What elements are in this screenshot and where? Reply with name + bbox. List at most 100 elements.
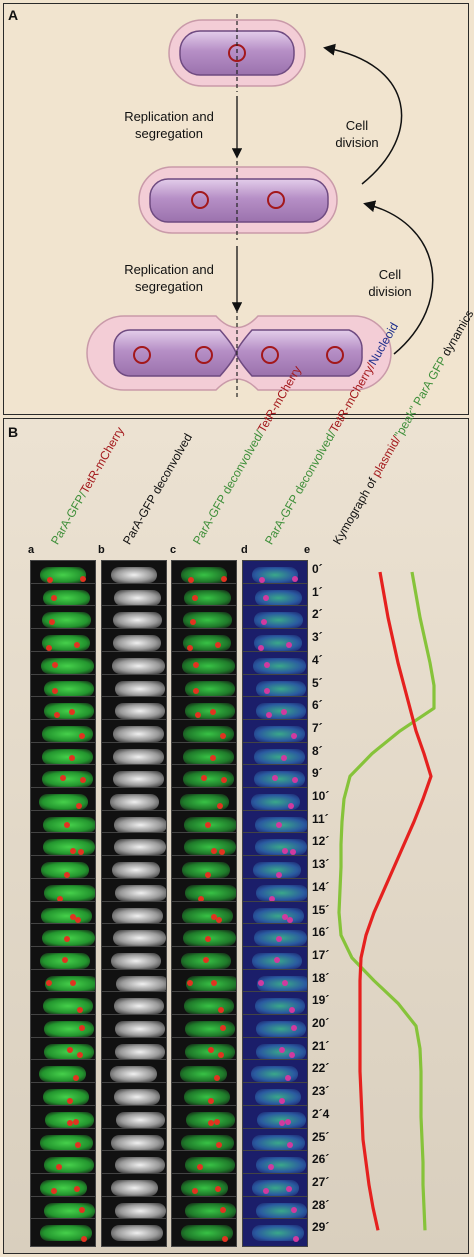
cell-signal <box>41 862 89 879</box>
plasmid-focus <box>268 895 275 902</box>
time-label: 29´ <box>312 1220 330 1235</box>
cell-signal <box>254 612 304 629</box>
plasmid-focus <box>208 1119 215 1126</box>
cell-signal <box>251 1179 300 1196</box>
column-letter-e: e <box>304 544 311 556</box>
plasmid-focus <box>78 733 85 740</box>
cell-signal <box>113 725 164 742</box>
column-letter-d: d <box>241 544 248 556</box>
plasmid-focus <box>219 1206 226 1213</box>
column-letter-c: c <box>170 544 177 556</box>
cell-signal <box>252 1134 306 1151</box>
plasmid-focus <box>195 712 202 719</box>
cell-signal <box>184 1157 236 1174</box>
time-label: 27´ <box>312 1174 330 1189</box>
plasmid-focus <box>211 847 218 854</box>
cell-signal <box>181 657 236 674</box>
time-label: 20´ <box>312 1016 330 1030</box>
micrograph-tile <box>101 1014 167 1043</box>
plasmid-focus <box>192 688 199 695</box>
plasmid-focus <box>67 1097 74 1104</box>
cell-signal <box>180 1179 229 1196</box>
cell-signal <box>185 1021 236 1037</box>
cell-signal <box>39 1179 88 1196</box>
cell-signal <box>112 635 162 652</box>
micrograph-tile <box>242 650 308 680</box>
plasmid-focus <box>290 1206 297 1213</box>
cell-signal <box>183 839 236 856</box>
cell-signal <box>112 930 166 947</box>
cell-signal <box>42 1089 90 1106</box>
time-label: 16´ <box>312 925 330 940</box>
plasmid-focus <box>73 1074 79 1081</box>
plasmid-focus <box>70 847 77 854</box>
plasmid-focus <box>63 822 70 829</box>
cell-signal <box>111 952 162 969</box>
cell-signal <box>40 1225 93 1242</box>
division-label-1: Cell division <box>335 118 379 150</box>
plasmid-focus <box>221 575 228 582</box>
plasmid-focus <box>210 980 217 987</box>
time-label: 19´ <box>312 993 330 1008</box>
time-label: 1´ <box>312 584 323 599</box>
plasmid-focus <box>215 642 222 649</box>
cell-signal <box>115 975 166 992</box>
plasmid-focus <box>262 594 269 601</box>
micrograph-tile <box>30 1218 96 1248</box>
plasmid-focus <box>56 1163 63 1170</box>
time-label: 14´ <box>312 879 330 894</box>
arrow-division-1 <box>323 43 403 185</box>
cell-signal <box>183 748 234 765</box>
cell-3 <box>86 309 392 400</box>
plasmid-focus <box>279 1119 286 1126</box>
cell-signal <box>252 1225 305 1242</box>
cell-signal <box>113 816 166 833</box>
plasmid-focus <box>281 708 288 715</box>
plasmid-focus <box>276 935 283 942</box>
cell-signal <box>182 907 234 924</box>
plasmid-focus <box>218 1052 225 1059</box>
time-label: 17´ <box>312 947 330 962</box>
cell-signal <box>252 657 307 674</box>
plasmid-focus <box>261 618 267 625</box>
cell-signal <box>42 839 95 856</box>
plasmid-focus <box>257 644 264 651</box>
cell-signal <box>110 1179 159 1196</box>
plasmid-focus <box>46 980 53 987</box>
plasmid-focus <box>187 980 194 987</box>
plasmid-focus <box>286 1142 293 1149</box>
plasmid-focus <box>215 1186 222 1193</box>
plasmid-focus <box>289 1007 296 1014</box>
plasmid-focus <box>221 776 228 783</box>
cell-signal <box>114 589 162 606</box>
time-label: 12´ <box>312 834 330 849</box>
time-label: 23´ <box>312 1084 330 1099</box>
plasmid-focus <box>213 1118 220 1125</box>
time-label: 6´ <box>312 698 323 713</box>
plasmid-focus <box>45 644 52 651</box>
cell-signal <box>113 748 164 765</box>
plasmid-focus <box>285 1074 291 1081</box>
micrograph-tile <box>242 1218 308 1248</box>
micrograph-tile <box>101 1218 167 1248</box>
plasmid-focus <box>290 848 297 855</box>
plasmid-focus <box>69 754 76 761</box>
time-label: 21´ <box>312 1038 330 1053</box>
cell-signal <box>254 1089 302 1106</box>
plasmid-focus <box>272 774 278 781</box>
division-label-2: Cell division <box>368 267 412 299</box>
plasmid-focus <box>290 733 297 740</box>
time-label: 7´ <box>312 720 323 735</box>
plasmid-focus <box>275 822 282 829</box>
cell-signal <box>42 612 92 629</box>
cell-signal <box>43 998 94 1015</box>
plasmid-focus <box>268 1163 275 1170</box>
plasmid-focus <box>286 1186 293 1193</box>
plasmid-focus <box>204 822 211 829</box>
plasmid-focus <box>210 708 217 715</box>
cell-signal <box>183 725 234 742</box>
cell-signal <box>253 862 301 879</box>
cell-signal <box>115 1202 166 1219</box>
plasmid-focus <box>219 1024 226 1031</box>
cell-signal <box>181 1225 234 1242</box>
